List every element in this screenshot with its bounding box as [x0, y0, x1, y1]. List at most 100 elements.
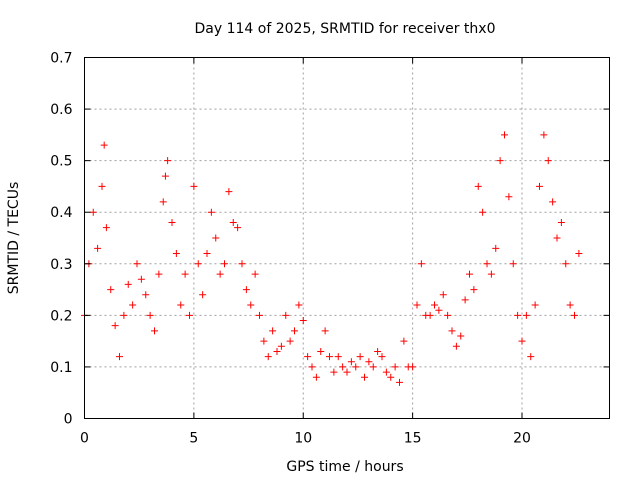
data-point [417, 260, 425, 268]
data-point [365, 358, 373, 366]
y-tick-label: 0.5 [50, 154, 72, 170]
data-point [444, 311, 452, 319]
axis-ticks: 0 5 10 15 20 0 0.1 0.2 0.3 0.4 0.5 0.6 0.7 [50, 51, 610, 447]
data-point [540, 131, 548, 139]
data-point [229, 219, 237, 227]
data-point [282, 311, 290, 319]
data-point [518, 337, 526, 345]
data-point [111, 322, 119, 330]
x-tick-label: 15 [404, 431, 422, 447]
data-point [151, 327, 158, 335]
data-point [94, 244, 102, 252]
data-point [413, 301, 421, 309]
y-tick-label: 0.1 [50, 360, 72, 376]
data-point [256, 311, 263, 319]
data-point [487, 270, 495, 278]
data-point [161, 172, 169, 180]
data-point [571, 311, 578, 319]
data-point [242, 286, 250, 294]
data-point [334, 353, 342, 361]
data-point [435, 306, 443, 314]
data-point [382, 368, 390, 376]
data-point [474, 182, 482, 190]
data-point [557, 219, 565, 227]
data-point [509, 260, 517, 268]
grid-lines [84, 57, 610, 419]
data-point [544, 157, 552, 165]
data-point [247, 301, 255, 309]
data-point [312, 373, 320, 381]
data-point [374, 347, 382, 355]
data-point [221, 260, 228, 268]
data-point [234, 224, 242, 232]
data-point [168, 219, 176, 227]
data-point [330, 368, 338, 376]
data-point [400, 337, 408, 345]
data-point [501, 131, 508, 139]
data-point [102, 224, 110, 232]
data-point [575, 249, 583, 257]
data-point [326, 353, 333, 361]
y-axis-label: SRMTID / TECUs [6, 182, 22, 295]
data-point [452, 342, 460, 350]
data-point [466, 270, 473, 278]
data-point [531, 301, 539, 309]
data-point [264, 353, 272, 361]
data-point [343, 368, 351, 376]
data-point [387, 373, 395, 381]
data-point [181, 270, 189, 278]
data-point [553, 234, 561, 242]
data-point [461, 296, 469, 304]
data-point [356, 353, 364, 361]
data-point [172, 249, 180, 257]
data-point [562, 260, 570, 268]
data-point [527, 353, 535, 361]
data-point [536, 182, 543, 190]
data-point [137, 275, 145, 283]
data-point [457, 332, 465, 340]
y-tick-label: 0.4 [50, 205, 72, 221]
data-point [124, 280, 132, 288]
data-point [212, 234, 220, 242]
data-point [100, 141, 108, 149]
data-point [339, 363, 347, 371]
data-point [116, 353, 123, 361]
data-point [295, 301, 303, 309]
data-point [426, 311, 434, 319]
x-tick-label: 20 [513, 431, 531, 447]
data-point [155, 270, 163, 278]
data-point [142, 291, 150, 299]
data-point [260, 337, 268, 345]
data-point [269, 327, 277, 335]
data-point [273, 347, 281, 355]
data-point [120, 311, 128, 319]
data-point [321, 327, 329, 335]
data-point [299, 317, 307, 325]
data-point [361, 373, 368, 381]
data-point [194, 260, 202, 268]
data-point [238, 260, 246, 268]
data-point [207, 208, 215, 216]
data-point [492, 244, 500, 252]
data-point [186, 311, 193, 319]
data-point [522, 311, 530, 319]
data-point [347, 358, 355, 366]
data-point [146, 311, 154, 319]
data-point [291, 327, 298, 335]
data-point [159, 198, 167, 206]
data-point [164, 157, 172, 165]
data-point [369, 363, 377, 371]
data-point [409, 363, 417, 371]
data-point [89, 208, 97, 216]
y-tick-label: 0.6 [50, 102, 72, 118]
x-tick-label: 5 [189, 431, 198, 447]
y-tick-label: 0.3 [50, 257, 72, 273]
y-tick-label: 0.2 [50, 308, 72, 324]
data-point [566, 301, 574, 309]
data-point [304, 353, 312, 361]
data-point [431, 301, 438, 309]
data-point [439, 291, 447, 299]
x-axis-label: GPS time / hours [286, 459, 403, 475]
data-point [496, 157, 504, 165]
